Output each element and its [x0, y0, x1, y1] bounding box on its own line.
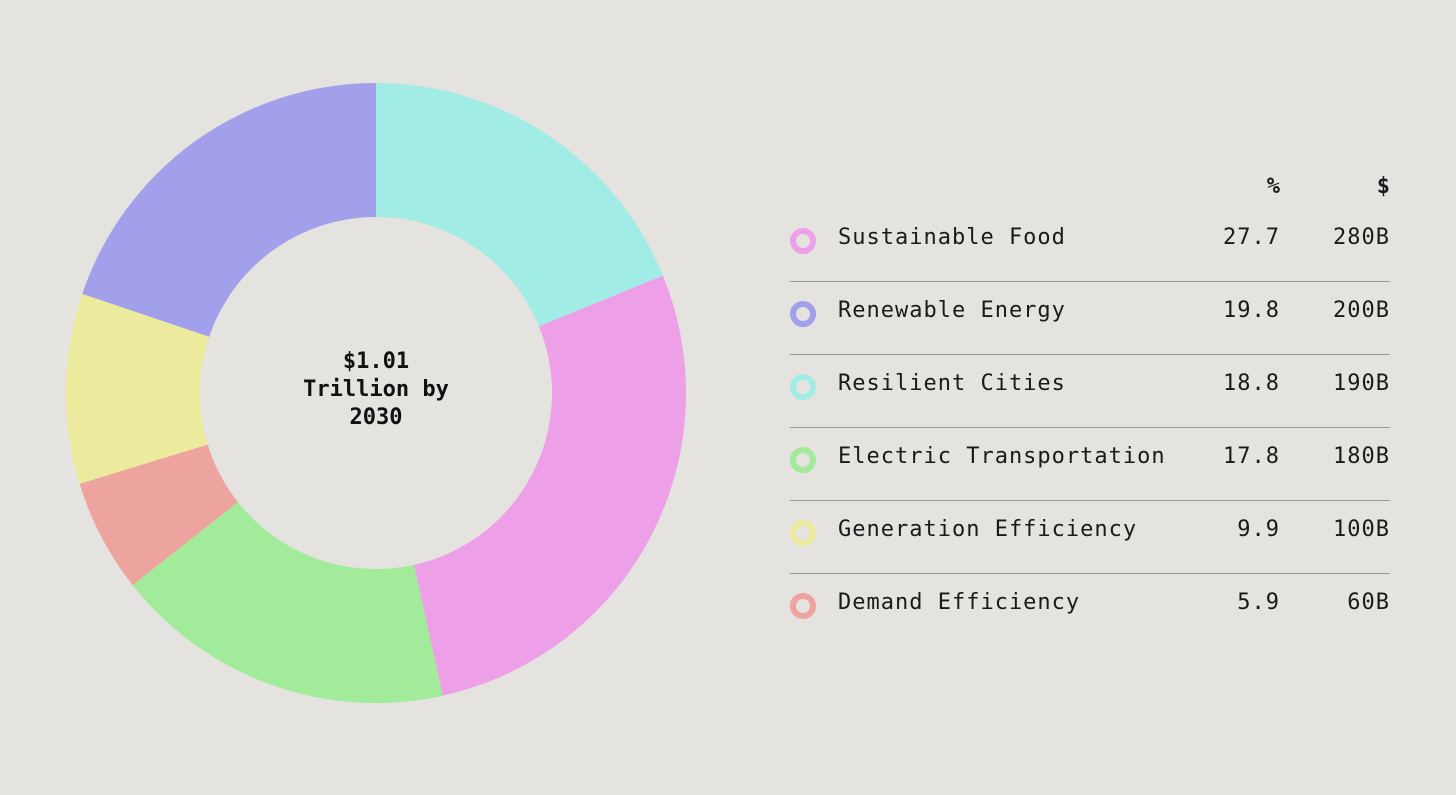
- legend-swatch-icon: [790, 301, 816, 327]
- legend-dollars: 180B: [1333, 444, 1390, 469]
- legend-dollars: 280B: [1333, 225, 1390, 250]
- legend-percent: 9.9: [1237, 517, 1280, 542]
- donut-slice-resilient-cities: [376, 83, 663, 327]
- legend-dollars: 200B: [1333, 298, 1390, 323]
- legend-row: Generation Efficiency 9.9 100B: [790, 500, 1390, 573]
- legend-header: % $: [790, 166, 1390, 208]
- donut-center-label: $1.01 Trillion by 2030: [270, 348, 482, 432]
- legend-label: Sustainable Food: [838, 225, 1066, 250]
- center-label-line-2: Trillion by: [303, 377, 449, 402]
- legend-dollars: 190B: [1333, 371, 1390, 396]
- legend-swatch-icon: [790, 593, 816, 619]
- center-label-line-3: 2030: [349, 405, 403, 430]
- legend-swatch-icon: [790, 447, 816, 473]
- donut-slice-renewable-energy: [82, 83, 377, 337]
- donut-slice-sustainable-food: [413, 275, 686, 696]
- row-divider: [790, 573, 1390, 574]
- row-divider: [790, 500, 1390, 501]
- donut-chart: [66, 83, 686, 703]
- percent-column-header: %: [1266, 174, 1280, 199]
- legend-percent: 5.9: [1237, 590, 1280, 615]
- legend-row: Demand Efficiency 5.9 60B: [790, 573, 1390, 646]
- legend-label: Electric Transportation: [838, 444, 1166, 469]
- dollar-column-header: $: [1376, 174, 1390, 199]
- legend-row: Renewable Energy 19.8 200B: [790, 281, 1390, 354]
- donut-slice-demand-efficiency: [79, 444, 238, 586]
- donut-slice-generation-efficiency: [66, 293, 210, 484]
- legend-percent: 18.8: [1223, 371, 1280, 396]
- legend-table: % $ Sustainable Food 27.7 280B Renewable…: [790, 166, 1390, 646]
- row-divider: [790, 281, 1390, 282]
- legend-label: Generation Efficiency: [838, 517, 1138, 542]
- legend-swatch-icon: [790, 374, 816, 400]
- legend-label: Demand Efficiency: [838, 590, 1081, 615]
- legend-swatch-icon: [790, 520, 816, 546]
- legend-dollars: 60B: [1347, 590, 1390, 615]
- row-divider: [790, 427, 1390, 428]
- legend-dollars: 100B: [1333, 517, 1390, 542]
- center-label-line-1: $1.01: [342, 349, 410, 374]
- legend-percent: 27.7: [1223, 225, 1280, 250]
- donut-slice-electric-transportation: [132, 502, 443, 703]
- legend-label: Renewable Energy: [838, 298, 1066, 323]
- legend-percent: 19.8: [1223, 298, 1280, 323]
- legend-row: Resilient Cities 18.8 190B: [790, 354, 1390, 427]
- row-divider: [790, 354, 1390, 355]
- legend-row: Electric Transportation 17.8 180B: [790, 427, 1390, 500]
- legend-percent: 17.8: [1223, 444, 1280, 469]
- legend-swatch-icon: [790, 228, 816, 254]
- legend-label: Resilient Cities: [838, 371, 1066, 396]
- legend-row: Sustainable Food 27.7 280B: [790, 208, 1390, 281]
